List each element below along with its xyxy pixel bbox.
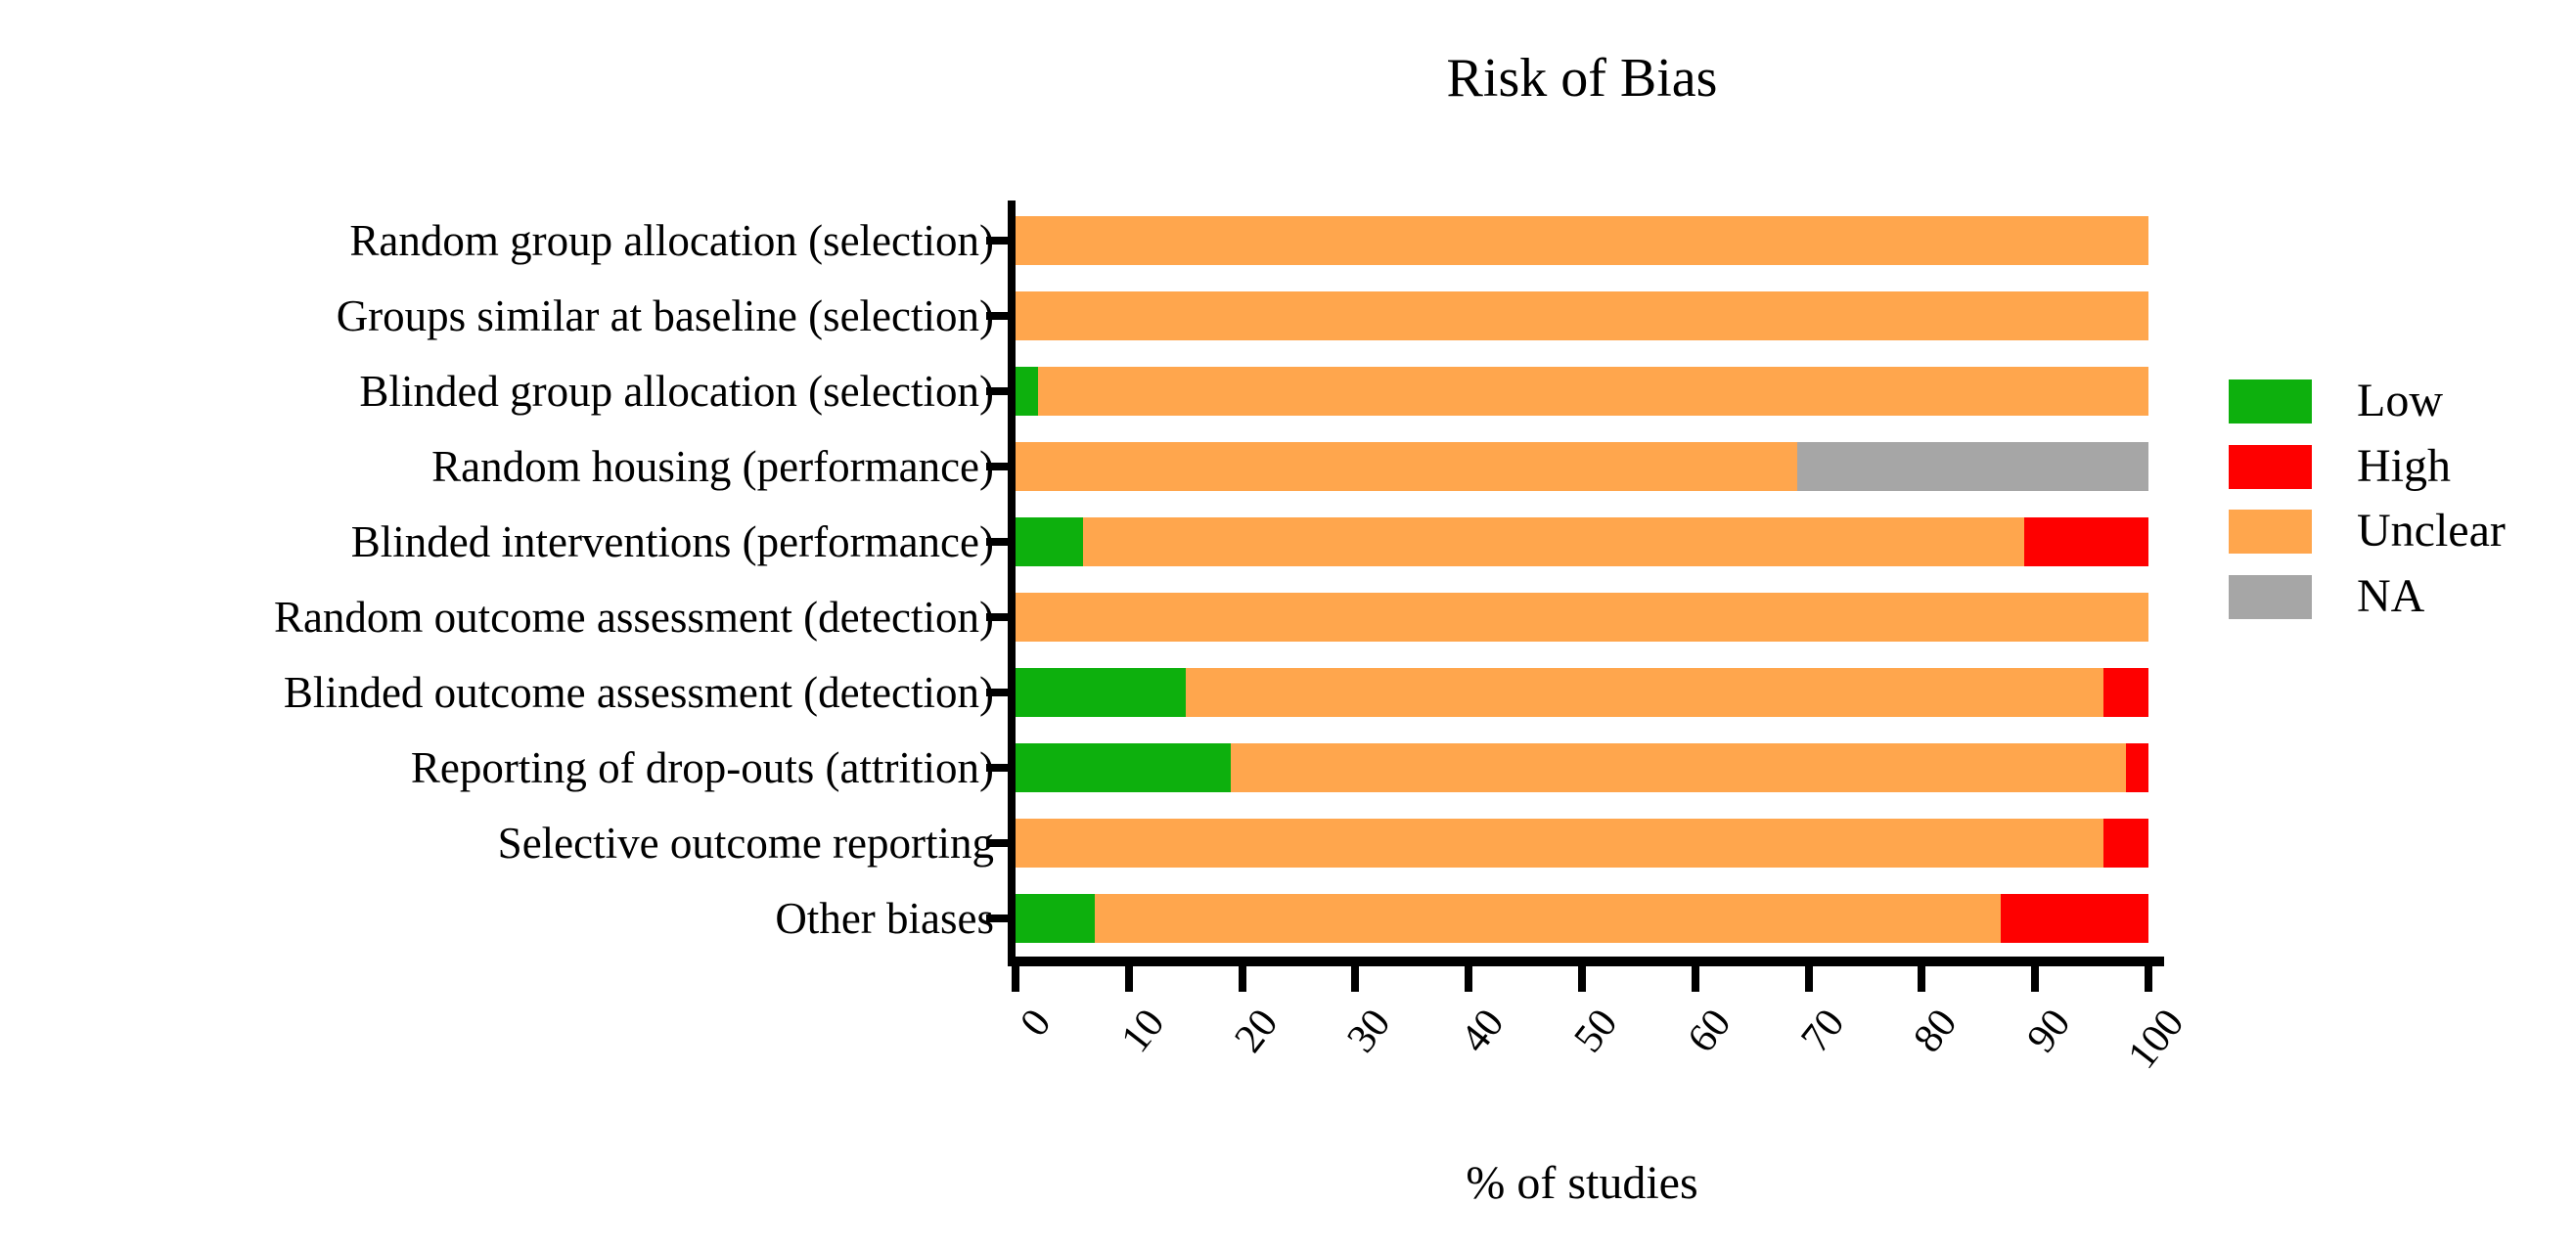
category-label: Selective outcome reporting	[497, 819, 994, 868]
x-tick-mark	[1124, 966, 1133, 992]
x-tick-label: 80	[1905, 1001, 1966, 1061]
x-tick-mark	[1691, 966, 1699, 992]
bar-row	[1016, 442, 2148, 491]
y-axis-line	[1008, 201, 1016, 966]
x-tick-mark	[2031, 966, 2040, 992]
bar-row	[1016, 743, 2148, 792]
category-label: Random outcome assessment (detection)	[273, 593, 994, 642]
y-tick-mark	[986, 613, 1008, 621]
category-label: Reporting of drop-outs (attrition)	[410, 743, 994, 792]
category-label: Other biases	[775, 894, 994, 943]
bar-segment-unclear	[1231, 743, 2126, 792]
bar-segment-unclear	[1016, 291, 2148, 340]
x-tick-label: 40	[1452, 1001, 1514, 1061]
category-label: Random group allocation (selection)	[349, 216, 994, 265]
bar-segment-unclear	[1185, 668, 2103, 717]
bar-segment-unclear	[1016, 216, 2148, 265]
x-tick-mark	[1012, 966, 1019, 992]
bar-segment-low	[1016, 743, 1232, 792]
legend-label: Unclear	[2357, 505, 2506, 557]
x-tick-label: 100	[2119, 1001, 2193, 1078]
legend-swatch-low	[2229, 379, 2312, 424]
y-tick-mark	[986, 463, 1008, 470]
bar-segment-high	[2102, 819, 2148, 868]
x-tick-mark	[1918, 966, 1926, 992]
legend-swatch-unclear	[2229, 509, 2312, 554]
bar-segment-low	[1016, 894, 1096, 943]
bar-segment-low	[1016, 517, 1084, 566]
bar-row	[1016, 367, 2148, 416]
y-tick-mark	[986, 689, 1008, 696]
bar-segment-high	[2125, 743, 2148, 792]
x-tick-mark	[1578, 966, 1586, 992]
legend-label: Low	[2357, 375, 2443, 426]
y-tick-mark	[986, 914, 1008, 922]
bar-segment-na	[1797, 442, 2148, 491]
y-tick-mark	[986, 538, 1008, 546]
bar-row	[1016, 819, 2148, 868]
x-tick-mark	[1804, 966, 1813, 992]
bar-segment-low	[1016, 668, 1186, 717]
legend-item-high: High	[2229, 441, 2451, 492]
bar-segment-unclear	[1095, 894, 2002, 943]
y-tick-mark	[986, 237, 1008, 245]
x-tick-label: 20	[1225, 1001, 1288, 1061]
bar-segment-high	[2001, 894, 2148, 943]
category-label: Groups similar at baseline (selection)	[336, 291, 994, 340]
legend-label: High	[2357, 440, 2451, 492]
bar-segment-unclear	[1038, 367, 2148, 416]
x-axis-title: % of studies	[1466, 1157, 1698, 1209]
x-axis-line	[1008, 957, 2164, 966]
legend-swatch-na	[2229, 574, 2312, 619]
x-tick-mark	[2145, 966, 2152, 992]
x-tick-label: 60	[1679, 1001, 1740, 1061]
bar-row	[1016, 216, 2148, 265]
bar-segment-unclear	[1016, 593, 2148, 642]
legend-item-na: NA	[2229, 571, 2424, 622]
y-tick-mark	[986, 764, 1008, 772]
x-tick-mark	[1465, 966, 1473, 992]
category-label: Random housing (performance)	[431, 442, 994, 491]
legend-item-low: Low	[2229, 376, 2443, 426]
category-label: Blinded outcome assessment (detection)	[283, 668, 994, 717]
x-tick-label: 70	[1791, 1001, 1854, 1061]
x-tick-mark	[1351, 966, 1360, 992]
bar-segment-high	[2023, 517, 2148, 566]
y-tick-mark	[986, 387, 1008, 395]
bar-row	[1016, 517, 2148, 566]
x-tick-label: 50	[1565, 1001, 1627, 1061]
bar-segment-unclear	[1016, 442, 1798, 491]
bar-row	[1016, 668, 2148, 717]
bar-segment-unclear	[1016, 819, 2103, 868]
bar-row	[1016, 291, 2148, 340]
bar-segment-unclear	[1083, 517, 2024, 566]
bar-segment-high	[2102, 668, 2148, 717]
bar-segment-low	[1016, 367, 1039, 416]
category-label: Blinded interventions (performance)	[350, 517, 994, 566]
bar-row	[1016, 593, 2148, 642]
x-tick-label: 30	[1338, 1001, 1400, 1061]
chart-title: Risk of Bias	[1446, 48, 1718, 109]
x-tick-label: 10	[1112, 1001, 1174, 1061]
x-tick-mark	[1238, 966, 1246, 992]
x-tick-label: 0	[1012, 1001, 1061, 1046]
legend-item-unclear: Unclear	[2229, 506, 2506, 557]
category-label: Blinded group allocation (selection)	[359, 367, 994, 416]
legend-label: NA	[2357, 570, 2425, 622]
x-tick-label: 90	[2018, 1001, 2080, 1061]
legend-swatch-high	[2229, 444, 2312, 489]
y-tick-mark	[986, 839, 1008, 847]
bar-row	[1016, 894, 2148, 943]
y-tick-mark	[986, 312, 1008, 320]
